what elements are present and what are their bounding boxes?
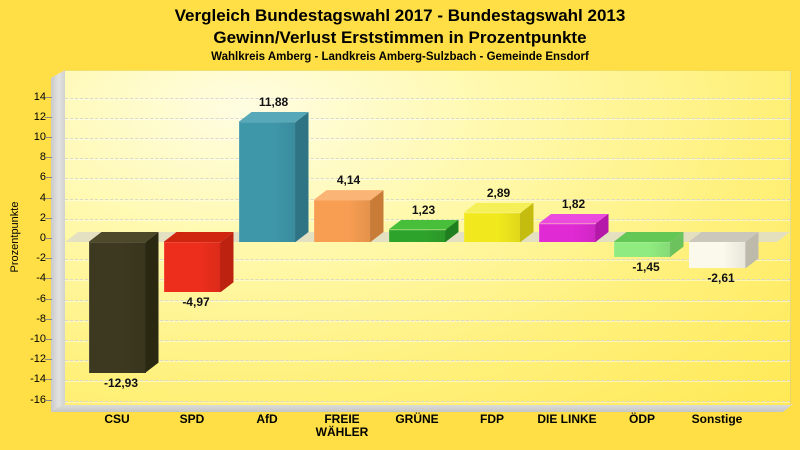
- bar-die-linke: [538, 223, 596, 242]
- y-tick-label: -14: [30, 373, 46, 386]
- y-tick-mark: [45, 298, 52, 300]
- gridline: [65, 340, 790, 341]
- bar-freie-w-hler: [313, 200, 371, 242]
- y-tick-label: -12: [30, 353, 46, 366]
- y-tick-mark: [45, 238, 52, 239]
- category-label-afd: AfD: [256, 412, 278, 426]
- bar-top-fdp: [464, 203, 534, 213]
- y-tick-label: -10: [30, 333, 46, 345]
- bar-side-afd: [296, 112, 309, 242]
- bar-top-csu: [89, 232, 159, 242]
- y-tick-mark: [45, 197, 52, 199]
- chart-title-line2: Gewinn/Verlust Erststimmen in Prozentpun…: [213, 28, 587, 47]
- bar-side-sonstige: [746, 232, 759, 268]
- y-tick-label: -16: [30, 393, 46, 406]
- y-tick-label: 10: [33, 131, 46, 143]
- category-label-fdp: FDP: [480, 412, 504, 426]
- y-tick-mark: [45, 177, 52, 179]
- bar-afd: [238, 122, 296, 242]
- y-tick-label: 12: [33, 110, 46, 123]
- category-label--dp: ÖDP: [628, 412, 655, 426]
- bar-gr-ne: [388, 229, 446, 242]
- bar-top-afd: [239, 112, 309, 122]
- category-label-gr-ne: GRÜNE: [395, 412, 439, 426]
- bar-value-die-linke: 1,82: [561, 196, 586, 211]
- bar-top-freie-w-hler: [314, 190, 384, 200]
- y-tick-mark: [45, 137, 52, 138]
- gridline: [65, 259, 790, 261]
- gridline: [65, 380, 790, 382]
- y-tick-mark: [45, 258, 52, 260]
- y-tick-mark: [45, 96, 52, 98]
- bar-top-gr-ne: [389, 220, 459, 230]
- bar-side-csu: [146, 232, 159, 373]
- y-tick-mark: [45, 318, 52, 320]
- bar-value-freie-w-hler: 4,14: [336, 173, 361, 188]
- bar-value-csu: -12,93: [103, 375, 139, 390]
- bar-side-spd: [221, 232, 234, 292]
- y-tick-label: 6: [39, 171, 46, 184]
- y-tick-label: 2: [39, 211, 46, 224]
- y-tick-mark: [45, 278, 52, 280]
- y-tick-mark: [45, 157, 52, 159]
- category-label-freie-w-hler: FREIE WÄHLER: [315, 412, 369, 439]
- plot-area: -12,93 -4,97 11,88 4,14 1,23 2,89 1,82 -1,45 -2,…: [65, 70, 791, 405]
- bar-value-sonstige: -2,61: [707, 271, 735, 286]
- y-tick-label: -2: [36, 252, 46, 265]
- y-tick-mark: [45, 359, 52, 361]
- bar-top-sonstige: [689, 232, 759, 242]
- bar-fdp: [463, 212, 521, 242]
- gridline: [65, 158, 790, 160]
- y-tick-mark: [45, 217, 52, 219]
- y-tick-mark: [45, 116, 52, 118]
- bar-top-spd: [164, 232, 234, 242]
- bar-side-fdp: [521, 203, 534, 242]
- gridline: [65, 138, 790, 139]
- gridline: [65, 299, 790, 301]
- bar-top-die-linke: [539, 214, 609, 224]
- gridline: [65, 198, 790, 200]
- y-tick-mark: [45, 339, 52, 340]
- gridline: [65, 319, 790, 321]
- y-tick-label: -4: [36, 272, 46, 285]
- bar-value-gr-ne: 1,23: [411, 202, 436, 217]
- gridline: [65, 360, 790, 362]
- chart-title-line1: Vergleich Bundestagswahl 2017 - Bundesta…: [174, 6, 626, 25]
- y-tick-label: 4: [39, 191, 46, 204]
- chart-header: Vergleich Bundestagswahl 2017 - Bundesta…: [0, 0, 800, 65]
- bar--dp: [613, 242, 671, 257]
- y-tick-mark: [45, 379, 52, 381]
- bar-value--dp: -1,45: [632, 259, 660, 274]
- bar-value-afd: 11,88: [258, 95, 289, 109]
- category-label-sonstige: Sonstige: [691, 412, 743, 426]
- gridline: [65, 279, 790, 281]
- gridline: [65, 400, 790, 402]
- gridline: [65, 178, 790, 180]
- chart-subtitle: Wahlkreis Amberg - Landkreis Amberg-Sulz…: [211, 51, 589, 63]
- gridline: [65, 97, 790, 99]
- bar-csu: [88, 242, 146, 373]
- chart-floor: [51, 404, 793, 412]
- y-tick-label: -8: [36, 312, 46, 325]
- y-tick-label: 14: [33, 90, 46, 103]
- bar-sonstige: [688, 242, 746, 269]
- gridline: [65, 117, 790, 119]
- category-label-die-linke: DIE LINKE: [537, 412, 597, 426]
- gridline: [65, 218, 790, 220]
- bar-value-fdp: 2,89: [486, 185, 511, 200]
- bar-side-freie-w-hler: [371, 190, 384, 242]
- bar-spd: [163, 242, 221, 293]
- y-tick-mark: [45, 399, 52, 401]
- category-label-csu: CSU: [104, 412, 130, 426]
- y-tick-label: -6: [36, 292, 46, 305]
- chart-left-wall: [51, 70, 65, 412]
- y-tick-label: 8: [39, 151, 46, 164]
- bar-top--dp: [614, 232, 684, 242]
- y-tick-label: 0: [39, 232, 46, 244]
- category-label-spd: SPD: [179, 412, 205, 426]
- bar-value-spd: -4,97: [182, 295, 210, 310]
